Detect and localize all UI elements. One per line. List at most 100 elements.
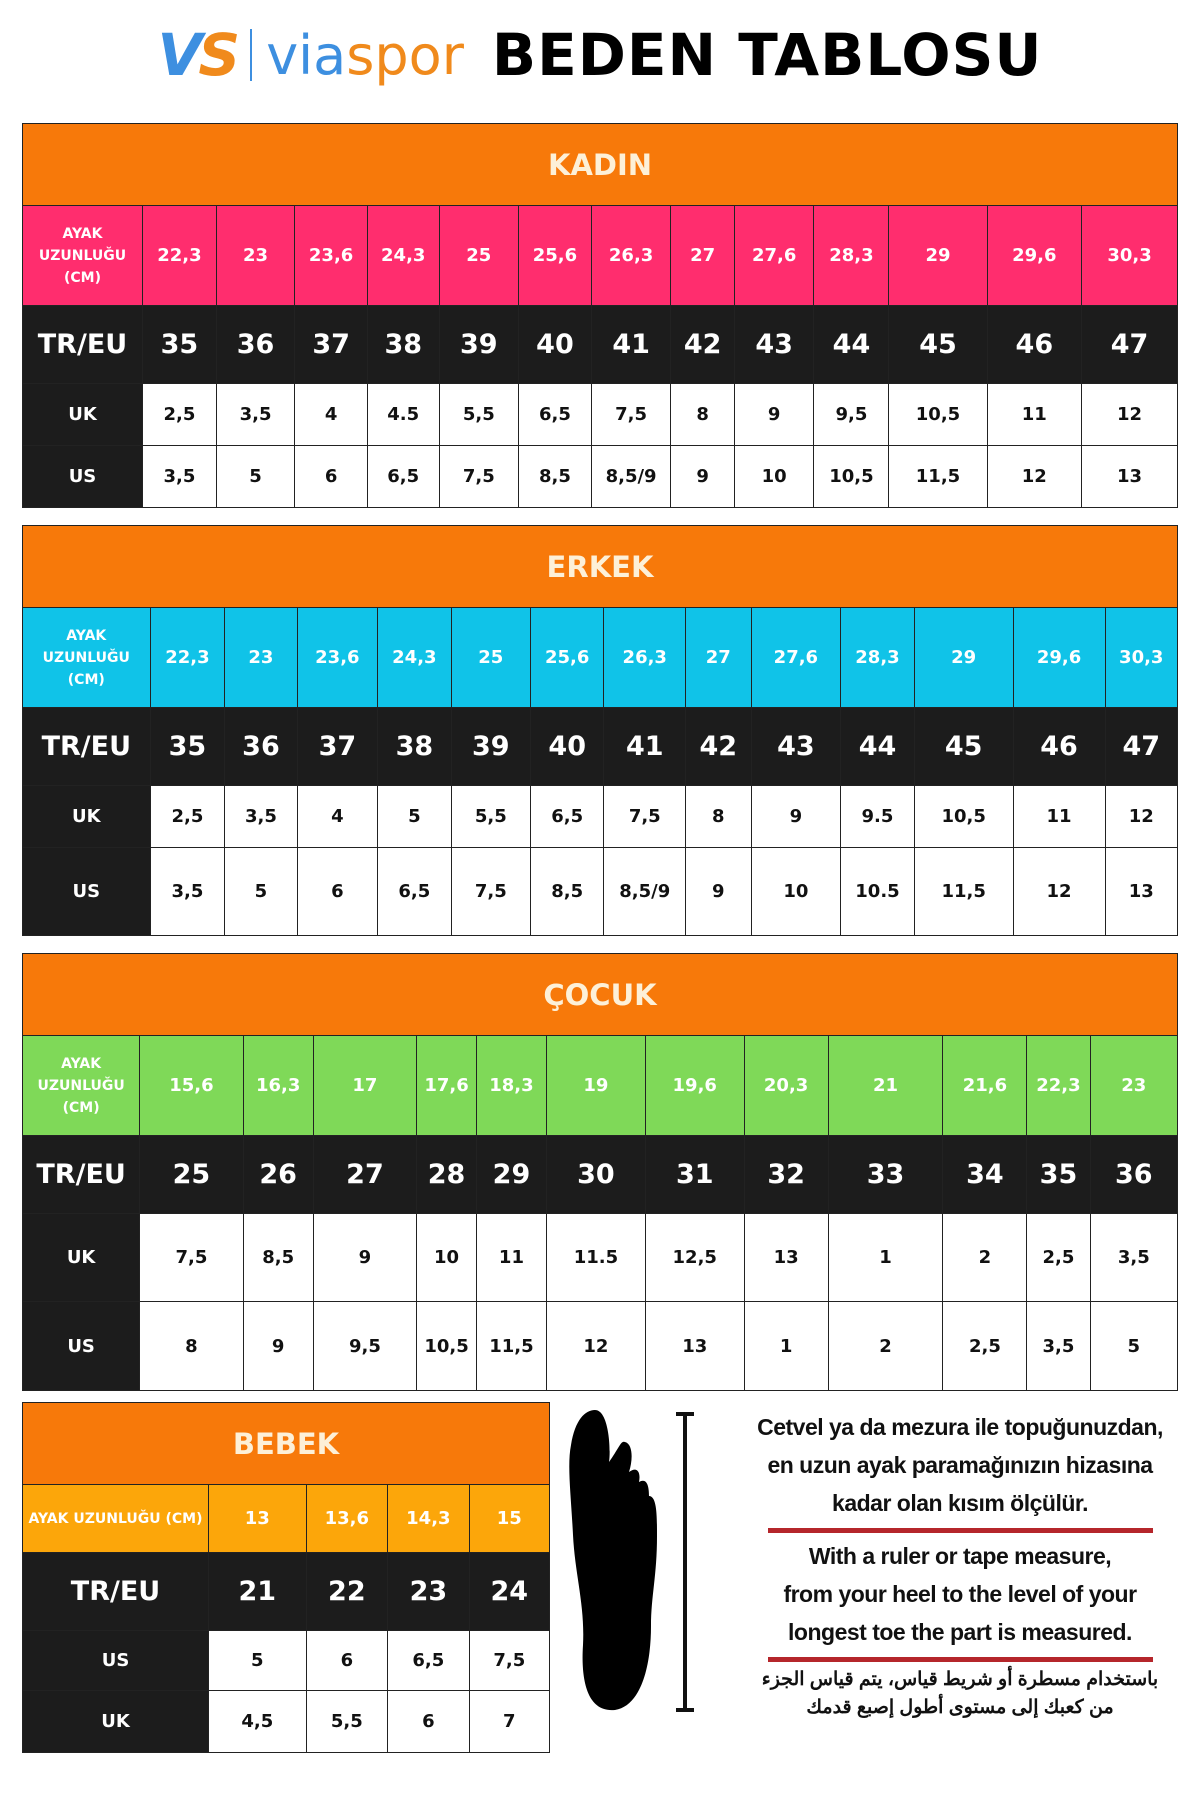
uk-size-cell: 9.5 bbox=[840, 785, 915, 848]
eu-size-cell: 47 bbox=[1104, 707, 1179, 786]
uk-size-cell: 4 bbox=[294, 383, 368, 446]
eu-size-cell: 36 bbox=[1089, 1135, 1179, 1214]
foot-length-cell: 15,6 bbox=[139, 1035, 244, 1136]
foot-length-cell: 25 bbox=[450, 607, 531, 708]
foot-length-cell: 25 bbox=[438, 205, 520, 306]
eu-size-cell: 44 bbox=[840, 707, 915, 786]
uk-size-cell: 4,5 bbox=[208, 1690, 307, 1753]
eu-size-cell: 30 bbox=[546, 1135, 646, 1214]
foot-length-cell: 23,6 bbox=[296, 607, 379, 708]
uk-size-cell: 5,5 bbox=[438, 383, 520, 446]
header: VS viaspor BEDEN TABLOSU bbox=[0, 20, 1200, 90]
eu-size-cell: 39 bbox=[438, 305, 520, 384]
foot-length-cell: 24,3 bbox=[366, 205, 440, 306]
uk-size-cell: 8 bbox=[685, 785, 752, 848]
eu-size-cell: 32 bbox=[743, 1135, 829, 1214]
us-size-cell: 11,5 bbox=[888, 445, 988, 508]
uk-size-cell: 6,5 bbox=[518, 383, 592, 446]
us-size-cell: 12 bbox=[1012, 847, 1106, 936]
brand-logo-wordmark: viaspor bbox=[266, 23, 464, 87]
eu-size-cell: 27 bbox=[312, 1135, 418, 1214]
eu-size-cell: 23 bbox=[387, 1552, 470, 1631]
us-size-cell: 13 bbox=[1104, 847, 1179, 936]
foot-length-cell: 14,3 bbox=[387, 1484, 470, 1553]
foot-length-cell: 20,3 bbox=[743, 1035, 829, 1136]
us-size-cell: 10 bbox=[750, 847, 842, 936]
uk-size-cell: 10 bbox=[416, 1213, 477, 1302]
eu-size-cell: 43 bbox=[750, 707, 842, 786]
foot-length-cell: 25,6 bbox=[518, 205, 592, 306]
us-size-cell: 9 bbox=[685, 847, 752, 936]
uk-size-cell: 7,5 bbox=[603, 785, 687, 848]
eu-size-cell: 42 bbox=[670, 305, 735, 384]
eu-size-cell: 40 bbox=[518, 305, 592, 384]
row-label-tr-eu: TR/EU bbox=[22, 305, 143, 384]
eu-size-cell: 45 bbox=[913, 707, 1014, 786]
us-size-cell: 13 bbox=[644, 1301, 745, 1391]
eu-size-cell: 36 bbox=[215, 305, 296, 384]
foot-length-cell: 22,3 bbox=[1026, 1035, 1091, 1136]
uk-size-cell: 9 bbox=[750, 785, 842, 848]
instruction-en-line: from your heel to the level of your bbox=[783, 1581, 1137, 1607]
us-size-cell: 6,5 bbox=[377, 847, 452, 936]
row-label-uk: UK bbox=[22, 1690, 209, 1753]
uk-size-cell: 10,5 bbox=[913, 785, 1014, 848]
uk-size-cell: 5,5 bbox=[450, 785, 531, 848]
uk-size-cell: 5 bbox=[377, 785, 452, 848]
uk-size-cell: 6 bbox=[387, 1690, 470, 1753]
foot-length-cell: 21 bbox=[827, 1035, 944, 1136]
uk-size-cell: 2 bbox=[942, 1213, 1028, 1302]
us-size-cell: 8,5 bbox=[518, 445, 592, 508]
size-table-3: BEBEK AYAK UZUNLUĞU (CM) 13 13,6 14,3 15 TR/EU… bbox=[22, 1402, 551, 1753]
eu-size-cell: 22 bbox=[305, 1552, 389, 1631]
eu-size-cell: 35 bbox=[141, 305, 217, 384]
eu-size-cell: 44 bbox=[813, 305, 890, 384]
instruction-ar-line: من كعبك إلى مستوى أطول إصبع قدمك bbox=[806, 1697, 1114, 1718]
eu-size-cell: 35 bbox=[149, 707, 226, 786]
us-size-cell: 8,5/9 bbox=[590, 445, 672, 508]
uk-size-cell: 3,5 bbox=[215, 383, 296, 446]
uk-size-cell: 11.5 bbox=[546, 1213, 646, 1302]
eu-size-cell: 39 bbox=[450, 707, 531, 786]
foot-length-cell: 29,6 bbox=[1012, 607, 1106, 708]
row-label-foot-length: AYAK UZUNLUĞU (CM) bbox=[22, 607, 151, 708]
foot-length-cell: 30,3 bbox=[1104, 607, 1179, 708]
uk-size-cell: 11 bbox=[475, 1213, 548, 1302]
foot-length-cell: 17 bbox=[312, 1035, 418, 1136]
brand-logo-mark: VS bbox=[157, 21, 241, 89]
instruction-tr-line: en uzun ayak paramağınızın hizasına bbox=[767, 1452, 1153, 1478]
eu-size-cell: 46 bbox=[986, 305, 1083, 384]
foot-length-cell: 13,6 bbox=[305, 1484, 389, 1553]
row-label-us: US bbox=[22, 1630, 209, 1691]
size-table-1: ERKEK AYAK UZUNLUĞU (CM) 22,3 23 23,6 24,3 25 2… bbox=[22, 525, 1179, 936]
uk-size-cell: 2,5 bbox=[141, 383, 217, 446]
table-title: BEBEK bbox=[22, 1402, 550, 1485]
eu-size-cell: 29 bbox=[475, 1135, 548, 1214]
eu-size-cell: 34 bbox=[942, 1135, 1028, 1214]
eu-size-cell: 21 bbox=[208, 1552, 307, 1631]
us-size-cell: 6 bbox=[294, 445, 368, 508]
uk-size-cell: 8 bbox=[670, 383, 735, 446]
foot-length-cell: 17,6 bbox=[416, 1035, 477, 1136]
uk-size-cell: 9 bbox=[312, 1213, 418, 1302]
eu-size-cell: 38 bbox=[377, 707, 452, 786]
foot-length-cell: 29 bbox=[888, 205, 988, 306]
eu-size-cell: 25 bbox=[139, 1135, 244, 1214]
row-label-uk: UK bbox=[22, 383, 143, 446]
table-title: ÇOCUK bbox=[22, 953, 1178, 1036]
us-size-cell: 8,5/9 bbox=[603, 847, 687, 936]
us-size-cell: 9,5 bbox=[312, 1301, 418, 1391]
eu-size-cell: 37 bbox=[294, 305, 368, 384]
foot-length-cell: 18,3 bbox=[475, 1035, 548, 1136]
measuring-instructions: Cetvel ya da mezura ile topuğunuzdan, en… bbox=[725, 1408, 1195, 1722]
uk-size-cell: 8,5 bbox=[242, 1213, 314, 1302]
eu-size-cell: 40 bbox=[529, 707, 605, 786]
divider bbox=[767, 1657, 1153, 1662]
eu-size-cell: 35 bbox=[1026, 1135, 1091, 1214]
row-label-uk: UK bbox=[22, 785, 151, 848]
page-title: BEDEN TABLOSU bbox=[491, 21, 1043, 89]
measure-ruler bbox=[676, 1412, 694, 1712]
instruction-tr-line: kadar olan kısım ölçülür. bbox=[832, 1490, 1088, 1516]
uk-size-cell: 11 bbox=[986, 383, 1083, 446]
us-size-cell: 5 bbox=[215, 445, 296, 508]
